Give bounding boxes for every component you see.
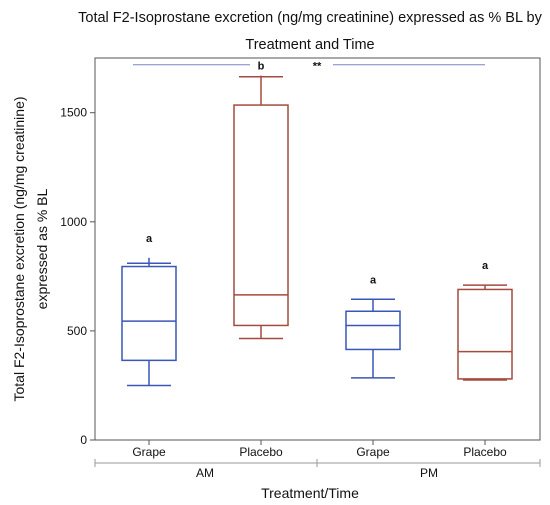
chart-title-line1: Total F2-Isoprostane excretion (ng/mg cr… [78, 10, 542, 26]
y-tick-label: 1000 [60, 215, 87, 229]
group-letter: a [482, 260, 489, 272]
x-group-label: AM [196, 466, 214, 480]
plot-frame [94, 57, 541, 441]
y-axis-label-line1: Total F2-Isoprostane excretion (ng/mg cr… [11, 96, 27, 401]
significance-layer: ** a b a a [133, 61, 489, 286]
boxes-layer [121, 75, 513, 387]
box-pm-placebo [457, 284, 513, 381]
y-axis-label-line2: expressed as % BL [34, 188, 50, 309]
x-category-label: Grape [132, 445, 166, 459]
box-am-grape [121, 257, 177, 387]
iqr-box [457, 288, 513, 380]
box-pm-grape [345, 298, 401, 379]
x-group-label: PM [420, 466, 438, 480]
significance-stars: ** [313, 61, 322, 73]
iqr-box [121, 265, 177, 362]
y-axis: 0 500 1000 1500 [60, 106, 95, 447]
group-letter: b [258, 61, 265, 73]
y-tick-label: 0 [80, 433, 87, 447]
group-letter: a [146, 233, 153, 245]
y-tick-label: 500 [67, 324, 87, 338]
group-letter: a [370, 274, 377, 286]
x-category-label: Placebo [239, 445, 283, 459]
iqr-box [233, 104, 289, 327]
y-tick-label: 1500 [60, 106, 87, 120]
x-category-label: Placebo [463, 445, 507, 459]
box-am-placebo [233, 75, 289, 340]
x-axis: Grape Placebo Grape Placebo AM PM [94, 440, 541, 480]
iqr-box [345, 310, 401, 351]
chart-title-line2: Treatment and Time [245, 37, 374, 53]
x-category-label: Grape [356, 445, 390, 459]
x-axis-label: Treatment/Time [261, 485, 359, 501]
